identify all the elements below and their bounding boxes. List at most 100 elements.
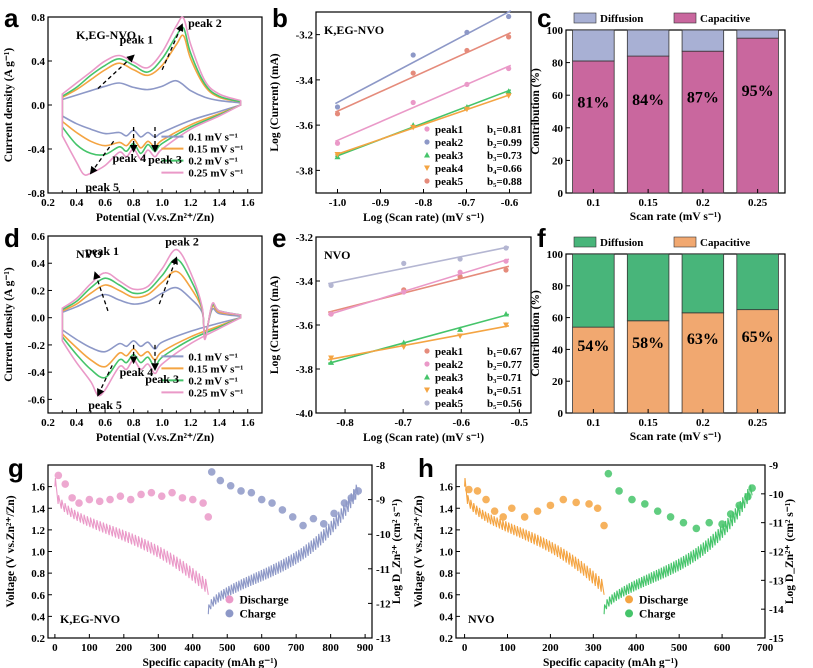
diffusion-point-discharge: [593, 504, 602, 513]
panel-letter-g: g: [8, 453, 24, 483]
diffusion-point-discharge: [116, 492, 125, 500]
y-tick-label: 0.2: [439, 633, 453, 645]
peak-label: peak 5: [88, 398, 122, 412]
legend-marker: [225, 609, 234, 618]
data-point: [464, 81, 470, 87]
y-tick-label: 0: [558, 408, 564, 420]
peak-label: peak 5: [85, 180, 119, 194]
bar-capacitive: [736, 37, 779, 194]
legend-label: 0.1 mV s⁻¹: [188, 351, 238, 363]
x-tick-label: -0.8: [336, 417, 354, 429]
y2-tick-label: -9: [376, 495, 386, 507]
data-point: [464, 29, 470, 35]
y-tick-label: 0.4: [31, 611, 45, 623]
diffusion-point-discharge: [199, 499, 207, 507]
peak-label: peak 4: [112, 151, 146, 165]
b-value-label: b₂=0.99: [487, 137, 522, 149]
sample-label: NVO: [468, 612, 494, 626]
legend-label: Discharge: [239, 594, 288, 606]
x-tick-label: 0.2: [696, 417, 710, 429]
y-axis-label: Current density (A g⁻¹): [3, 267, 15, 382]
y-tick-label: -3.6: [296, 320, 314, 332]
sample-label: K,EG-NVO: [324, 23, 384, 37]
fit-line: [335, 64, 512, 143]
bar-capacitive: [572, 326, 615, 414]
diffusion-point-discharge: [157, 492, 166, 500]
y-tick-label: -3.2: [296, 232, 314, 244]
legend-marker: [424, 139, 430, 145]
fit-line: [334, 10, 512, 105]
x-tick-label: 600: [714, 642, 731, 654]
diffusion-point-discharge: [507, 504, 516, 513]
gitt-charge-curve: [207, 484, 359, 615]
peak-label: peak 2: [188, 16, 222, 30]
x-tick-label: -0.7: [458, 197, 476, 209]
data-point: [334, 152, 341, 158]
data-point: [410, 99, 416, 106]
bar-capacitive: [572, 60, 615, 194]
legend-marker: [225, 595, 234, 604]
legend-label: Charge: [639, 608, 675, 620]
data-point: [457, 269, 463, 275]
diffusion-point-discharge: [600, 521, 608, 530]
x-tick-label: -1.0: [329, 197, 347, 209]
data-point: [334, 140, 341, 146]
cv-curve-a-0: [61, 79, 242, 138]
x-tick-label: 400: [628, 642, 645, 654]
y-tick-label: 0.4: [31, 258, 45, 270]
legend-label: peak1: [435, 346, 463, 358]
legend-label: 0.2 mV s⁻¹: [188, 156, 238, 168]
x-axis-label: Potential (V.vs.Zn²⁺/Zn): [96, 212, 214, 224]
legend-marker: [424, 165, 430, 171]
y2-tick-label: -11: [769, 518, 783, 530]
y-axis-label: Log (Current) (mA): [269, 53, 281, 151]
diffusion-point-discharge: [473, 487, 482, 495]
x-tick-label: 400: [185, 642, 202, 654]
bar-diffusion: [681, 253, 725, 314]
bar-diffusion: [681, 29, 725, 52]
x-axis-label: Scan rate (mV s⁻¹): [630, 211, 722, 223]
y2-tick-label: -12: [769, 547, 784, 559]
diffusion-point-charge: [718, 520, 726, 528]
sample-label: NVO: [76, 247, 102, 261]
y-tick-label: 1.6: [31, 482, 45, 494]
fit-line: [328, 265, 510, 314]
data-point: [334, 104, 341, 110]
legend-label: 0.1 mV s⁻¹: [188, 132, 238, 144]
legend-label: peak2: [435, 359, 464, 371]
bar-value-label: 81%: [577, 94, 609, 111]
y-tick-label: 100: [547, 25, 564, 37]
diffusion-point-discharge: [54, 471, 63, 480]
diffusion-point-discharge: [533, 507, 542, 515]
y-tick-label: 0.8: [439, 568, 453, 580]
data-point: [506, 13, 512, 20]
y-tick-label: 1.6: [439, 482, 453, 494]
diffusion-point-charge: [347, 494, 356, 502]
x-tick-label: 300: [150, 642, 167, 654]
legend-label: 0.25 mV s⁻¹: [188, 168, 243, 180]
y-tick-label: 0.2: [31, 285, 45, 297]
b-value-label: b₃=0.71: [487, 372, 522, 384]
x-tick-label: 0.1: [587, 417, 601, 429]
bar-value-label: 95%: [742, 83, 774, 100]
data-point: [328, 282, 334, 288]
peak-label: peak 2: [165, 235, 199, 249]
diffusion-point-discharge: [178, 494, 187, 502]
y-tick-label: 0.0: [31, 313, 45, 325]
panel-letter-c: c: [537, 3, 551, 33]
sample-label: K,EG-NVO: [60, 612, 120, 626]
x-tick-label: 200: [542, 642, 559, 654]
bar-capacitive: [681, 50, 725, 194]
x-tick-label: 500: [671, 642, 688, 654]
x-tick-label: 700: [288, 642, 305, 654]
y2-tick-label: -12: [376, 598, 391, 610]
y-tick-label: -3.4: [296, 276, 314, 288]
y-axis-label: Voltage (V vs.Zn²⁺/Zn): [5, 495, 17, 607]
legend-label: Charge: [239, 608, 275, 620]
data-point: [328, 355, 335, 361]
diffusion-point-discharge: [546, 501, 555, 510]
diffusion-point-charge: [748, 484, 756, 492]
panel-letter-a: a: [4, 3, 19, 33]
peak-label: peak 3: [148, 152, 182, 166]
